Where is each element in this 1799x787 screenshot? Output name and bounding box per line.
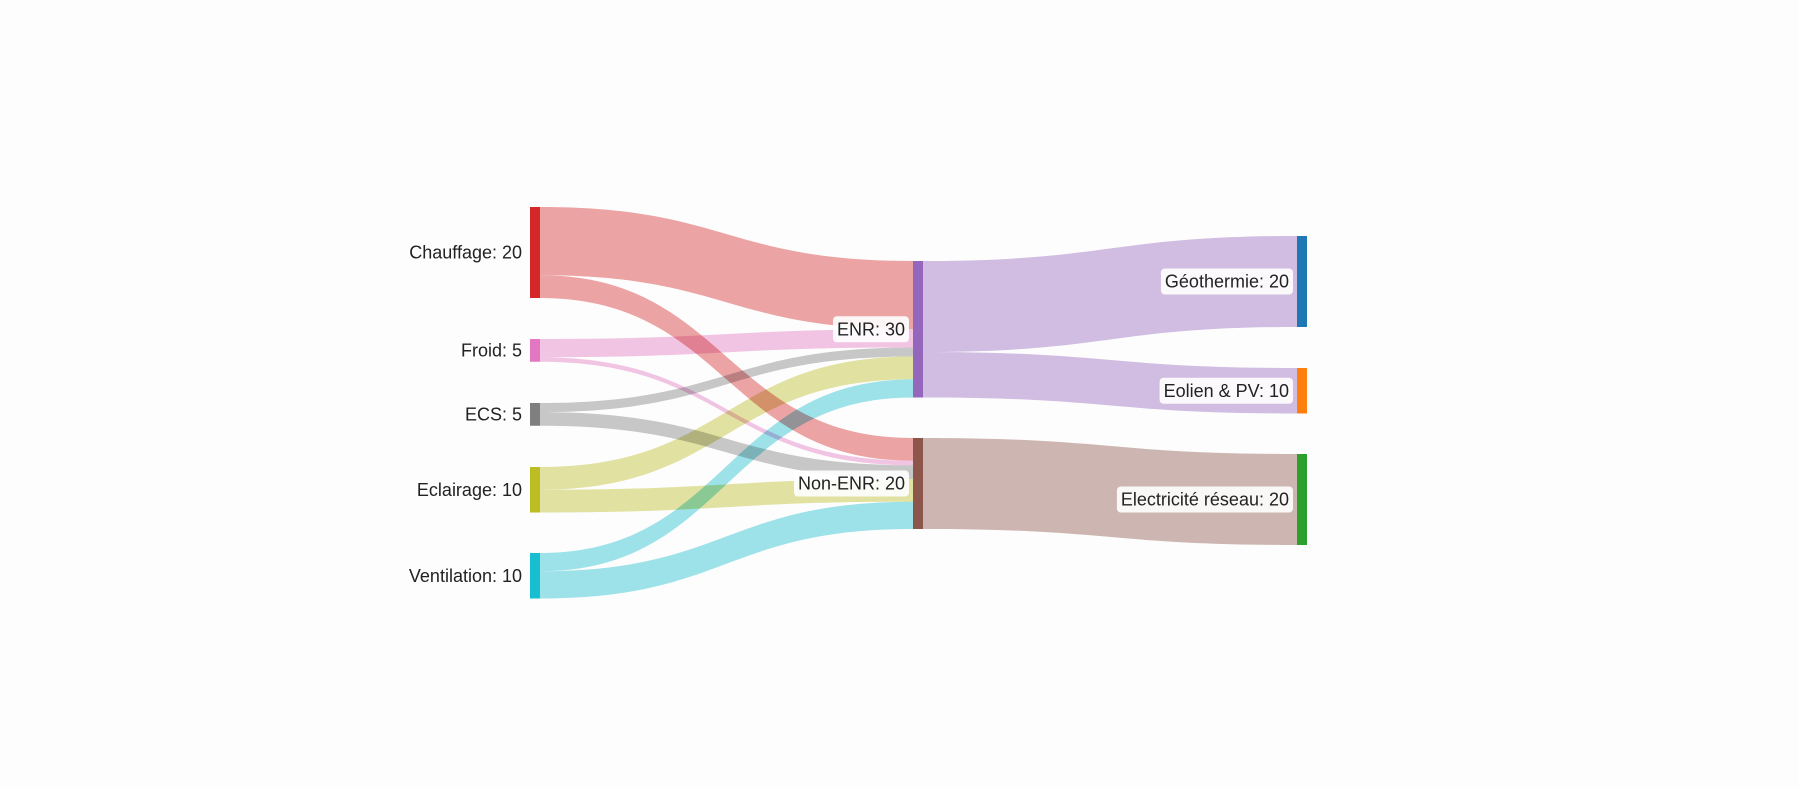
node-geothermie bbox=[1297, 236, 1307, 327]
node-label-ventilation: Ventilation: 10 bbox=[409, 566, 522, 586]
node-label-bg-enr bbox=[832, 316, 909, 343]
node-label-text-geothermie: Géothermie: 20 bbox=[1165, 272, 1289, 292]
node-chauffage bbox=[530, 207, 540, 298]
link-ecs-to-enr bbox=[540, 347, 913, 413]
link-ventilation-to-nonenr bbox=[540, 501, 913, 599]
node-label-bg-geothermie bbox=[1160, 268, 1293, 295]
link-ventilation-to-enr bbox=[540, 379, 913, 572]
node-label-text-electricite: Electricité réseau: 20 bbox=[1121, 490, 1289, 510]
sankey-labels: Chauffage: 20 Froid: 5 ECS: 5 Eclairage: 10… bbox=[409, 243, 1293, 586]
node-label-eolien: Eolien & PV: 10 bbox=[1159, 377, 1293, 404]
node-label-bg-nonenr bbox=[793, 470, 909, 497]
node-label-text-ventilation: Ventilation: 10 bbox=[409, 566, 522, 586]
sankey-nodes bbox=[530, 207, 1307, 599]
node-froid bbox=[530, 339, 540, 362]
node-label-froid: Froid: 5 bbox=[461, 340, 522, 360]
link-eclairage-to-enr bbox=[540, 356, 913, 490]
node-label-text-froid: Froid: 5 bbox=[461, 340, 522, 360]
node-eclairage bbox=[530, 467, 540, 513]
link-froid-to-enr bbox=[540, 329, 913, 358]
node-label-bg-electricite bbox=[1116, 486, 1293, 513]
node-nonenr bbox=[913, 438, 923, 529]
node-label-enr: ENR: 30 bbox=[832, 316, 909, 343]
link-chauffage-to-nonenr bbox=[540, 275, 913, 461]
node-label-text-eolien: Eolien & PV: 10 bbox=[1164, 381, 1289, 401]
node-ventilation bbox=[530, 553, 540, 599]
node-label-electricite: Electricité réseau: 20 bbox=[1116, 486, 1293, 513]
link-froid-to-nonenr bbox=[540, 357, 913, 466]
node-label-bg-eolien bbox=[1159, 377, 1293, 404]
node-label-geothermie: Géothermie: 20 bbox=[1160, 268, 1293, 295]
node-label-ecs: ECS: 5 bbox=[465, 404, 522, 424]
node-label-chauffage: Chauffage: 20 bbox=[409, 243, 522, 263]
node-label-text-ecs: ECS: 5 bbox=[465, 404, 522, 424]
node-label-eclairage: Eclairage: 10 bbox=[417, 480, 522, 500]
node-label-text-eclairage: Eclairage: 10 bbox=[417, 480, 522, 500]
link-ecs-to-nonenr bbox=[540, 412, 913, 479]
node-ecs bbox=[530, 403, 540, 426]
node-eolien bbox=[1297, 368, 1307, 414]
link-enr-to-geothermie bbox=[923, 236, 1297, 352]
link-nonenr-to-electricite bbox=[923, 438, 1297, 545]
node-electricite bbox=[1297, 454, 1307, 545]
node-label-text-enr: ENR: 30 bbox=[837, 319, 905, 339]
node-enr bbox=[913, 261, 923, 398]
node-label-text-chauffage: Chauffage: 20 bbox=[409, 243, 522, 263]
link-chauffage-to-enr bbox=[540, 207, 913, 330]
node-label-nonenr: Non-ENR: 20 bbox=[793, 470, 909, 497]
node-label-text-nonenr: Non-ENR: 20 bbox=[798, 474, 905, 494]
